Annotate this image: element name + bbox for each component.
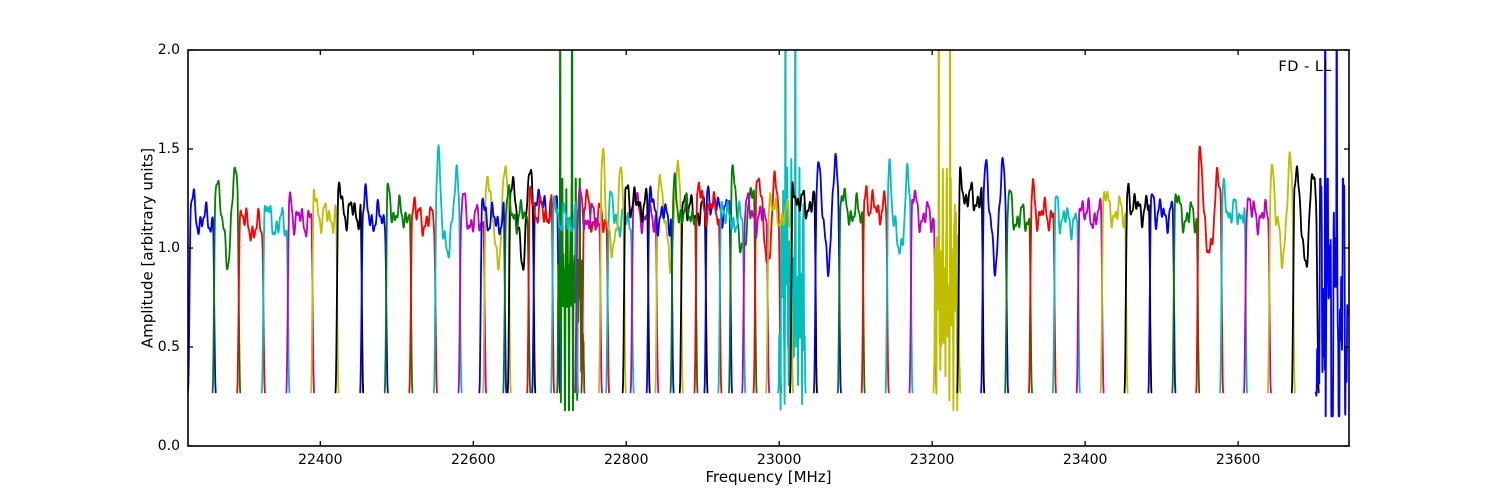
spectral-window-trace-B16 [836, 187, 866, 394]
spectral-window-traces [188, 50, 1349, 418]
x-tick-label: 22400 [298, 452, 343, 468]
spectral-window-trace-B32 [1219, 177, 1248, 394]
spectral-window-trace-A7 [334, 181, 365, 394]
spectral-window-trace-B23 [1004, 189, 1033, 394]
spectral-window-trace-B22 [980, 156, 1009, 394]
spectral-window-trace-B19 [908, 189, 938, 394]
spectral-window-trace-A14 [506, 168, 537, 394]
spectral-window-trace-B14 [789, 181, 818, 394]
spectral-window-trace-B6 [598, 147, 627, 394]
y-tick-label: 1.5 [157, 141, 180, 157]
y-tick-label: 1.0 [157, 240, 180, 256]
spectral-window-trace-B26 [1075, 197, 1105, 394]
spectral-window-trace-A20 [654, 159, 684, 394]
spectral-window-trace-B29 [1147, 193, 1177, 394]
x-axis-label: Frequency [MHz] [705, 468, 832, 486]
spectral-window-trace-B18 [884, 158, 914, 394]
spectral-window-trace-B3 [526, 185, 555, 394]
spectral-window-trace-B31 [1195, 145, 1224, 394]
spectral-window-trace-B9 [669, 172, 699, 394]
spectral-window-trace-A2 [211, 166, 242, 394]
spectral-window-trace-A16 [556, 50, 586, 412]
y-tick-label: 2.0 [157, 42, 180, 58]
spectral-window-trace-A9 [383, 182, 414, 394]
x-tick-label: 23600 [1215, 452, 1261, 468]
spectral-window-trace-B20 [932, 50, 962, 412]
y-tick-label: 0.0 [157, 438, 180, 454]
spectral-window-trace-A11 [432, 144, 463, 394]
spectral-window-trace-B36 [1314, 50, 1349, 418]
spectral-window-trace-B24 [1028, 178, 1057, 394]
spectral-window-trace-B27 [1099, 190, 1129, 394]
spectral-window-trace-A3 [236, 207, 266, 394]
spectral-window-trace-B35 [1290, 165, 1320, 394]
y-tick-label: 0.5 [157, 339, 180, 355]
spectral-window-trace-B11 [717, 200, 747, 394]
x-tick-label: 22600 [450, 452, 496, 468]
spectral-window-trace-A4 [260, 204, 291, 394]
spectral-window-trace-B10 [693, 181, 723, 394]
spectral-window-trace-B2 [502, 184, 532, 394]
spectral-window-trace-B15 [813, 152, 842, 394]
spectral-window-trace-B17 [860, 185, 890, 394]
correlation-label: FD - LL [1278, 59, 1332, 75]
spectral-window-trace-A18 [605, 190, 635, 394]
spectral-window-trace-B34 [1267, 151, 1296, 394]
x-tick-label: 23000 [756, 452, 802, 468]
spectral-window-trace-B5 [574, 186, 603, 394]
spectral-window-trace-B21 [956, 166, 986, 394]
spectral-window-trace-B33 [1243, 197, 1272, 394]
spectral-window-trace-B4 [550, 195, 579, 394]
spectral-window-trace-A6 [310, 188, 340, 394]
x-tick-label: 23400 [1062, 452, 1108, 468]
spectral-window-trace-A8 [359, 183, 389, 394]
spectral-window-trace-A13 [482, 165, 512, 394]
spectral-window-trace-B30 [1171, 193, 1201, 394]
spectral-window-trace-B7 [621, 184, 651, 394]
spectral-window-trace-A10 [408, 196, 438, 394]
spectral-window-trace-B1 [478, 197, 508, 394]
spectral-window-trace-A5 [285, 191, 315, 394]
x-tick-label: 23200 [909, 452, 955, 468]
spectral-window-trace-B28 [1123, 182, 1153, 394]
spectral-window-trace-B8 [645, 185, 675, 394]
spectral-window-trace-B12 [741, 192, 771, 394]
x-tick-label: 22800 [603, 452, 649, 468]
spectral-window-trace-B25 [1052, 195, 1081, 394]
spectral-window-trace-B13 [765, 192, 794, 394]
axis-ticks [188, 49, 1349, 447]
spectral-window-trace-A19 [629, 191, 660, 394]
y-axis-label: Amplitude [arbitrary units] [138, 147, 157, 349]
spectral-window-trace-A1 [188, 188, 217, 394]
